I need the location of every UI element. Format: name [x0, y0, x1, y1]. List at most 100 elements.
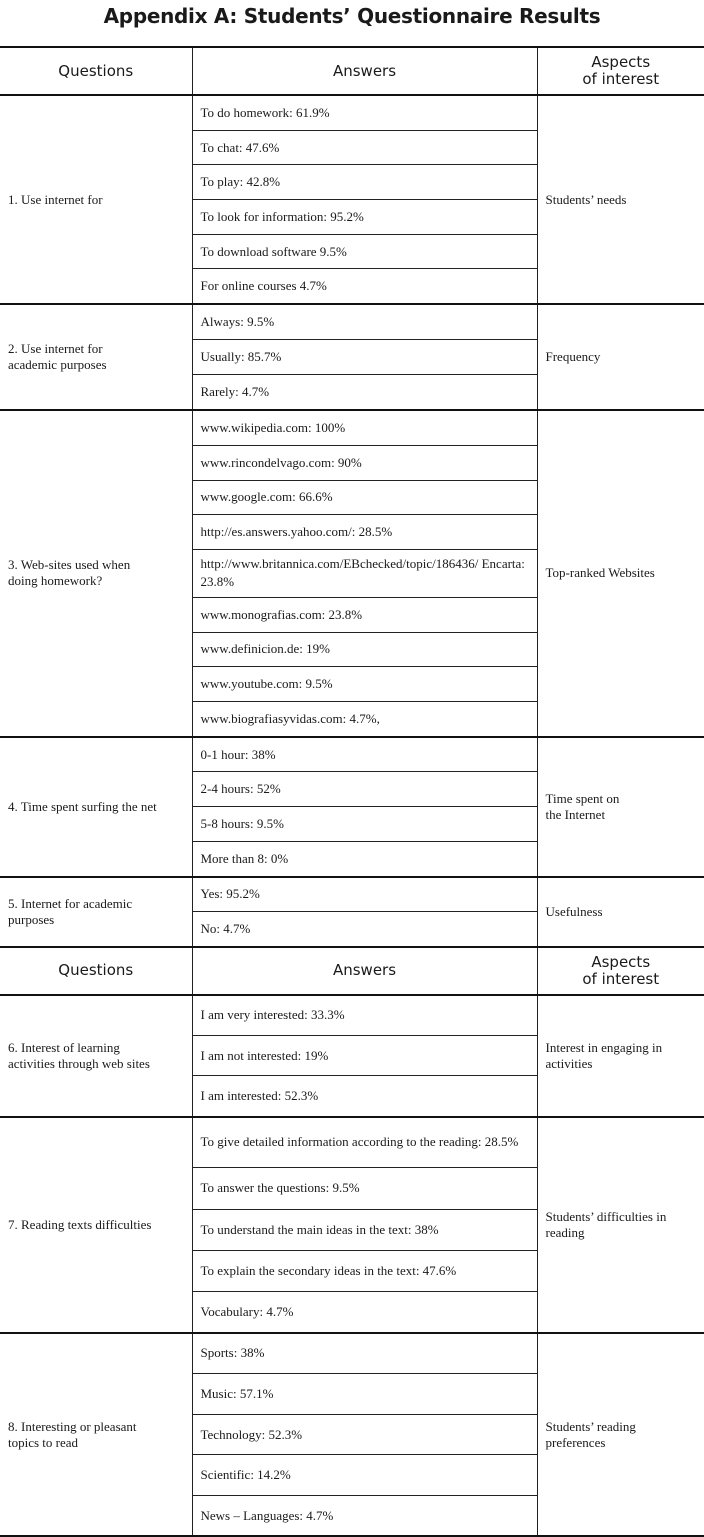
question-text: 7. Reading texts difficulties: [8, 1216, 152, 1232]
answer-cell: Sports: 38%: [191, 1331, 538, 1375]
table-row: 8. Interesting or pleasant topics to rea…: [0, 1331, 704, 1537]
question-text: 6. Interest of learning activities throu…: [8, 1039, 150, 1071]
header-aspects: Aspects of interest: [537, 46, 704, 96]
aspect-text: Students’ reading preferences: [545, 1418, 636, 1450]
answer-cell: http://www.britannica.com/EBchecked/topi…: [191, 548, 538, 598]
question-cell: 6. Interest of learning activities throu…: [0, 993, 193, 1117]
table-row: Vocabulary: 4.7%: [0, 1290, 704, 1334]
table-row: 6. Interest of learning activities throu…: [0, 993, 704, 1117]
question-text: 8. Interesting or pleasant topics to rea…: [8, 1418, 137, 1450]
answer-cell: To chat: 47.6%: [191, 129, 538, 166]
answer-cell: www.definicion.de: 19%: [191, 631, 538, 668]
table-row: No: 4.7%: [0, 911, 704, 948]
table-row: www.definicion.de: 19%: [0, 631, 704, 668]
answer-cell: www.wikipedia.com: 100%: [191, 409, 538, 446]
header-answers: Answers: [191, 945, 538, 996]
answer-cell: http://es.answers.yahoo.com/: 28.5%: [191, 514, 538, 550]
aspect-text: Students’ needs: [545, 191, 627, 207]
answer-cell: Technology: 52.3%: [191, 1413, 538, 1456]
header-aspects-line2: of interest: [582, 969, 660, 988]
header-answers: Answers: [191, 46, 538, 96]
header-row: Questions Answers Aspects of interest: [0, 46, 704, 96]
answer-cell: More than 8: 0%: [191, 840, 538, 878]
table-row: www.youtube.com: 9.5%: [0, 666, 704, 702]
question-text: 1. Use internet for: [8, 191, 103, 207]
table-row: 3. Web-sites used when doing homework? ww…: [0, 409, 704, 737]
aspect-text: Interest in engaging in activities: [545, 1039, 663, 1071]
aspect-text: Top-ranked Websites: [545, 565, 655, 581]
table-row: To answer the questions: 9.5%: [0, 1166, 704, 1210]
answer-cell: Rarely: 4.7%: [191, 374, 538, 411]
table-row: 4. Time spent surfing the net 0-1 hour: 3…: [0, 735, 704, 877]
answer-cell: Music: 57.1%: [191, 1373, 538, 1415]
question-cell: 1. Use internet for: [0, 93, 193, 305]
aspect-cell: Interest in engaging in activities: [536, 993, 704, 1117]
header-aspects-line2: of interest: [582, 70, 660, 88]
answer-cell: I am very interested: 33.3%: [191, 993, 538, 1036]
answer-cell: www.youtube.com: 9.5%: [191, 666, 538, 702]
answer-cell: News – Languages: 4.7%: [191, 1494, 538, 1537]
aspect-text: Frequency: [545, 349, 601, 365]
aspect-cell: Students’ reading preferences: [536, 1331, 704, 1537]
table-row: To chat: 47.6%: [0, 129, 704, 166]
answer-cell: 2-4 hours: 52%: [191, 771, 538, 808]
answer-cell: www.monografias.com: 23.8%: [191, 596, 538, 633]
table-row: To play: 42.8%: [0, 164, 704, 201]
answer-cell: Vocabulary: 4.7%: [191, 1290, 538, 1334]
header-questions: Questions: [0, 945, 192, 996]
aspect-text: Students’ difficulties in reading: [545, 1208, 667, 1240]
header-questions: Questions: [0, 46, 192, 96]
aspect-text: Usefulness: [545, 903, 603, 919]
answer-cell: I am interested: 52.3%: [191, 1075, 538, 1118]
question-text: 3. Web-sites used when doing homework?: [8, 557, 131, 589]
answer-cell: No: 4.7%: [191, 911, 538, 948]
page-title: Appendix A: Students’ Questionnaire Resu…: [103, 4, 601, 28]
aspect-cell: Time spent on the Internet: [536, 735, 704, 877]
header-aspects: Aspects of interest: [537, 945, 704, 996]
answer-cell: To answer the questions: 9.5%: [191, 1166, 538, 1210]
answer-cell: To explain the secondary ideas in the te…: [191, 1249, 538, 1292]
header-aspects-line1: Aspects: [591, 53, 651, 71]
question-cell: 3. Web-sites used when doing homework?: [0, 409, 193, 737]
table-row: www.google.com: 66.6%: [0, 479, 704, 516]
aspect-cell: Usefulness: [536, 875, 704, 947]
answer-cell: Scientific: 14.2%: [191, 1454, 538, 1496]
question-cell: 5. Internet for academic purposes: [0, 875, 193, 947]
table-row: www.monografias.com: 23.8%: [0, 596, 704, 633]
header-aspects-line1: Aspects: [591, 952, 651, 971]
table-row: To explain the secondary ideas in the te…: [0, 1249, 704, 1292]
header-row: Questions Answers Aspects of interest: [0, 945, 704, 996]
answer-cell: Usually: 85.7%: [191, 339, 538, 376]
question-cell: 7. Reading texts difficulties: [0, 1115, 193, 1333]
question-text: 5. Internet for academic purposes: [8, 895, 133, 927]
answer-cell: To understand the main ideas in the text…: [191, 1208, 538, 1251]
table-row: 5. Internet for academic purposes Yes: 95…: [0, 875, 704, 947]
aspect-cell: Frequency: [536, 303, 704, 411]
questionnaire-table: Questions Answers Aspects of interest 1. Use…: [0, 46, 704, 1537]
answer-cell: Yes: 95.2%: [191, 875, 538, 913]
aspect-cell: Students’ difficulties in reading: [536, 1115, 704, 1333]
aspect-cell: Top-ranked Websites: [536, 409, 704, 737]
table-row: Rarely: 4.7%: [0, 374, 704, 411]
question-cell: 2. Use internet for academic purposes: [0, 303, 193, 411]
question-cell: 8. Interesting or pleasant topics to rea…: [0, 1331, 193, 1537]
table-row: I am not interested: 19%: [0, 1034, 704, 1077]
table-row: News – Languages: 4.7%: [0, 1494, 704, 1537]
answer-cell: www.google.com: 66.6%: [191, 479, 538, 516]
table-row: 7. Reading texts difficulties To give det…: [0, 1115, 704, 1333]
aspect-text: Time spent on the Internet: [545, 790, 620, 822]
answer-cell: To play: 42.8%: [191, 164, 538, 201]
answer-cell: For online courses 4.7%: [191, 268, 538, 305]
answer-cell: To give detailed information according t…: [191, 1115, 538, 1168]
answer-cell: To look for information: 95.2%: [191, 199, 538, 235]
answer-cell: To download software 9.5%: [191, 233, 538, 270]
table-row: 2. Use internet for academic purposes Alw…: [0, 303, 704, 411]
table-row: For online courses 4.7%: [0, 268, 704, 305]
answer-cell: To do homework: 61.9%: [191, 93, 538, 131]
table-row: http://es.answers.yahoo.com/: 28.5%: [0, 514, 704, 550]
answer-cell: www.rincondelvago.com: 90%: [191, 444, 538, 481]
question-text: 2. Use internet for academic purposes: [8, 341, 107, 373]
table-row: www.rincondelvago.com: 90%: [0, 444, 704, 481]
question-text: 4. Time spent surfing the net: [8, 798, 157, 814]
answer-cell: www.biografiasyvidas.com: 4.7%,: [191, 700, 538, 738]
